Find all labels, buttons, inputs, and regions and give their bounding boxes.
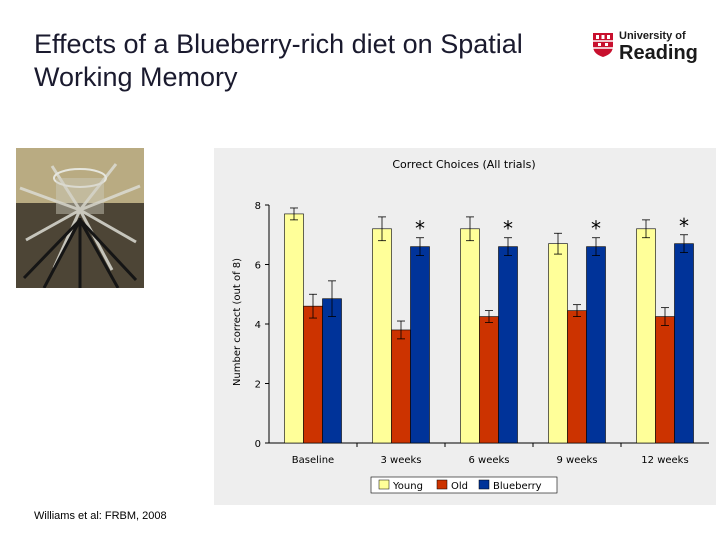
bar-old-3 <box>567 310 587 444</box>
x-tick-label: 9 weeks <box>556 455 597 466</box>
significance-asterisk: * <box>679 214 689 238</box>
logo-line-1: University of <box>619 30 686 42</box>
bar-young-2 <box>460 228 480 444</box>
bar-young-4 <box>636 228 656 444</box>
y-tick-label: 6 <box>255 261 261 272</box>
y-tick-label: 4 <box>255 320 261 331</box>
bar-blueberry-3 <box>586 246 606 444</box>
bar-old-0 <box>303 305 323 444</box>
significance-asterisk: * <box>415 217 425 241</box>
chart-title: Correct Choices (All trials) <box>392 158 535 171</box>
significance-asterisk: * <box>503 217 513 241</box>
bar-old-4 <box>655 316 675 444</box>
bar-blueberry-1 <box>410 246 430 444</box>
logo-line-2: Reading <box>619 42 698 64</box>
citation: Williams et al: FRBM, 2008 <box>34 510 167 522</box>
bar-blueberry-4 <box>674 243 694 444</box>
bar-blueberry-0 <box>322 298 342 444</box>
significance-asterisk: * <box>591 217 601 241</box>
bar-chart: Correct Choices (All trials) Number corr… <box>232 158 709 494</box>
x-tick-label: Baseline <box>292 455 334 466</box>
y-tick-label: 0 <box>255 439 261 450</box>
legend-label-young: Young <box>392 481 423 492</box>
x-tick-label: 6 weeks <box>468 455 509 466</box>
crest-icon <box>593 33 613 57</box>
chart-legend: Young Old Blueberry <box>370 476 558 494</box>
radial-arm-maze-photo <box>16 148 144 288</box>
legend-label-old: Old <box>451 481 468 492</box>
chart-panel: Correct Choices (All trials) Number corr… <box>214 148 716 505</box>
legend-swatch-old <box>436 479 448 490</box>
bar-old-2 <box>479 316 499 444</box>
legend-swatch-blueberry <box>478 479 490 490</box>
bar-young-0 <box>284 213 304 444</box>
bar-young-3 <box>548 243 568 444</box>
bar-young-1 <box>372 228 392 444</box>
bar-old-1 <box>391 329 411 444</box>
y-axis-label: Number correct (out of 8) <box>232 258 243 386</box>
y-tick-label: 2 <box>255 380 261 391</box>
legend-label-blueberry: Blueberry <box>493 481 542 492</box>
legend-box <box>370 476 558 494</box>
y-tick-label: 8 <box>255 201 261 212</box>
bar-blueberry-2 <box>498 246 518 444</box>
x-tick-label: 3 weeks <box>380 455 421 466</box>
university-logo: University of Reading <box>592 30 698 68</box>
x-tick-label: 12 weeks <box>641 455 688 466</box>
legend-swatch-young <box>378 479 390 490</box>
slide-title: Effects of a Blueberry-rich diet on Spat… <box>34 29 523 92</box>
